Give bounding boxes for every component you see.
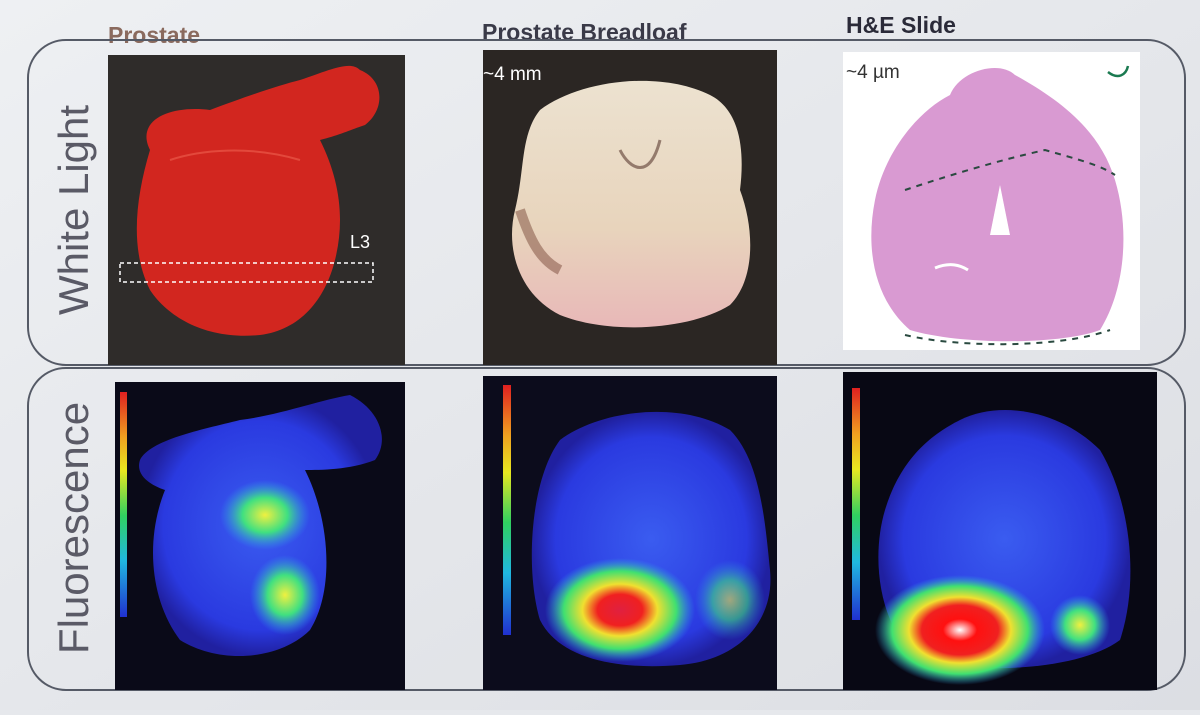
photo-he-slide: ~4 µm [843,52,1140,350]
row-label: Fluorescence [50,402,97,654]
fluorescence-breadloaf [483,376,777,690]
fluorescence-prostate [115,382,405,690]
thickness-label: ~4 µm [846,62,900,83]
photo-breadloaf: ~4 mm [483,50,777,365]
column-header: H&E Slide [846,12,956,38]
row-label: White Light [50,105,97,315]
section-label: L3 [350,232,370,252]
column-header: Prostate [108,22,200,48]
fluorescence-he-slide [843,372,1157,690]
column-header: Prostate Breadloaf [482,19,687,45]
photo-prostate: L3 [108,55,405,365]
thickness-label: ~4 mm [483,64,542,85]
